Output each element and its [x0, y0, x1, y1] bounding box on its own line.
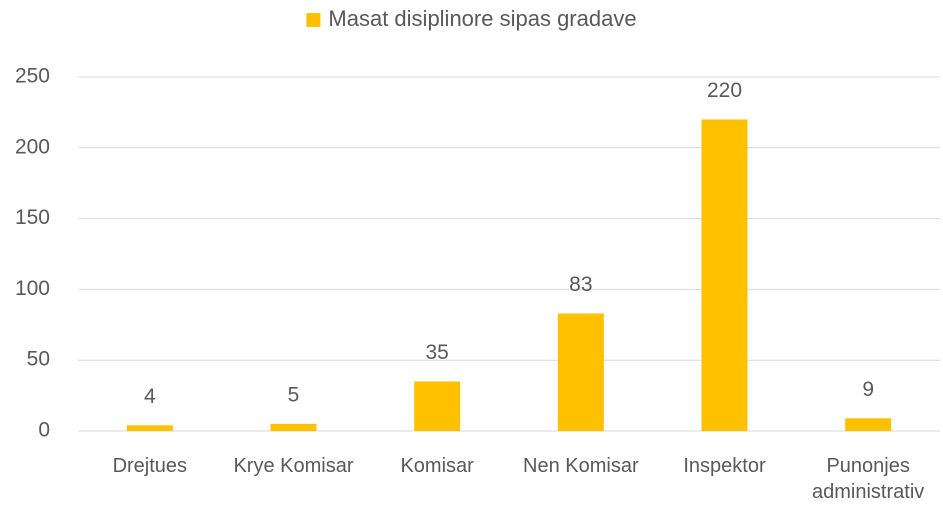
x-tick-label: Inspektor [683, 455, 766, 477]
y-tick-label: 50 [27, 348, 50, 371]
y-tick-label: 0 [38, 419, 50, 442]
bar [557, 313, 604, 431]
bar [701, 119, 748, 431]
data-label: 83 [569, 273, 592, 296]
y-tick-label: 100 [15, 277, 50, 300]
bar [414, 381, 461, 431]
legend-label: Masat disiplinore sipas gradave [328, 6, 636, 31]
x-tick-label: Komisar [400, 455, 474, 477]
x-tick-label: Drejtues [112, 455, 188, 477]
legend-swatch [306, 13, 321, 27]
y-tick-label: 250 [15, 65, 50, 88]
data-label: 220 [707, 79, 742, 102]
bar [270, 423, 317, 431]
y-tick-label: 200 [15, 135, 50, 158]
bar [845, 418, 892, 431]
y-tick-label: 150 [15, 206, 50, 229]
bar [126, 425, 173, 431]
data-label: 35 [425, 341, 448, 364]
data-label: 5 [288, 383, 300, 406]
x-tick-label: Punonjes administrativ [812, 455, 925, 503]
x-tick-label: Nen Komisar [523, 455, 639, 477]
data-label: 9 [862, 378, 874, 401]
x-tick-label: Krye Komisar [233, 455, 354, 477]
data-label: 4 [144, 385, 156, 408]
